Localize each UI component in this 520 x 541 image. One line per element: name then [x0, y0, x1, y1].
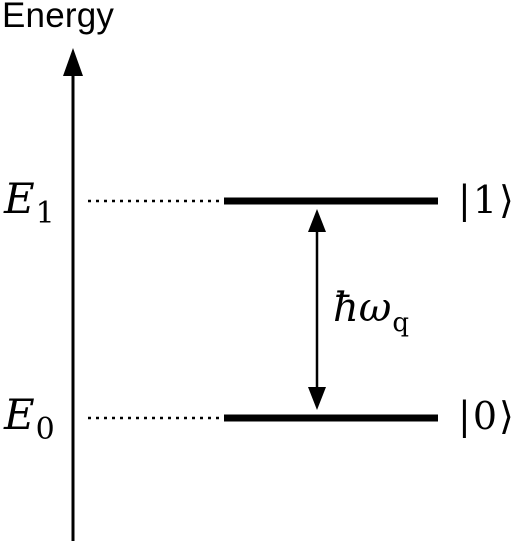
- level-1-energy-symbol: E: [4, 174, 35, 223]
- level-0-ket-label: |0⟩: [458, 397, 514, 435]
- level-0-energy-symbol: E: [4, 390, 35, 439]
- energy-axis-title: Energy: [2, 0, 115, 35]
- ket-angle: ⟩: [499, 178, 514, 222]
- omega-symbol: ω: [358, 285, 392, 331]
- ket-angle: ⟩: [499, 394, 514, 438]
- transition-arrowhead-down: [308, 387, 326, 410]
- transition-arrowhead-up: [308, 209, 326, 232]
- ket-bar: |: [458, 394, 471, 438]
- hbar-symbol: ħ: [333, 285, 359, 331]
- level-0-ket-value: 0: [472, 394, 497, 438]
- transition-energy-label: ħωq: [333, 285, 409, 336]
- level-0-energy-label: E0: [4, 394, 55, 445]
- omega-subscript: q: [392, 308, 410, 338]
- level-1-energy-label: E1: [4, 178, 55, 229]
- level-1-ket-label: |1⟩: [458, 181, 514, 219]
- level-1-energy-subscript: 1: [35, 196, 55, 231]
- level-0-energy-subscript: 0: [35, 412, 55, 447]
- level-1-ket-value: 1: [472, 178, 497, 222]
- ket-bar: |: [458, 178, 471, 222]
- energy-axis-arrowhead: [63, 48, 83, 76]
